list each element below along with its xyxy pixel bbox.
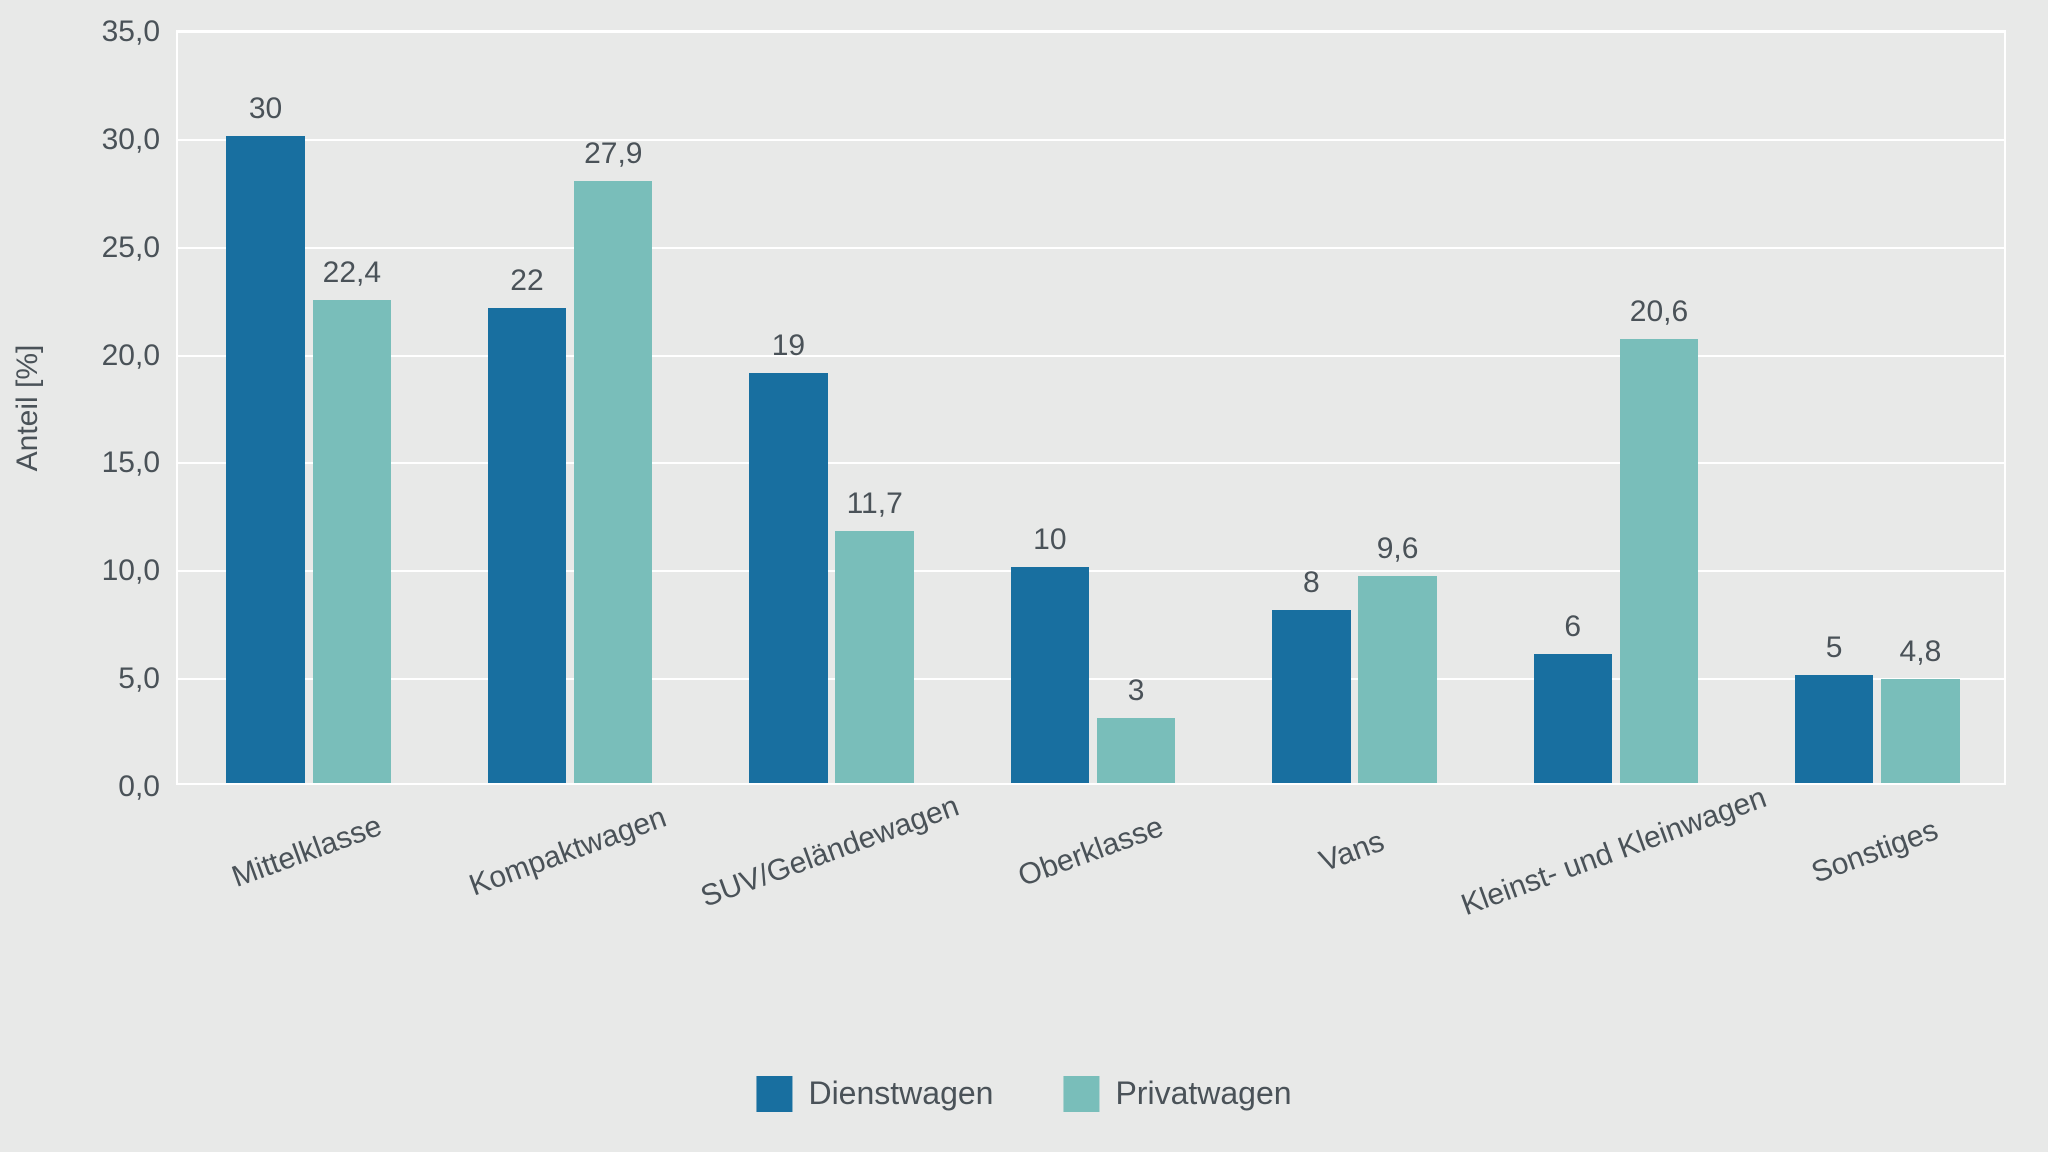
gridline (178, 570, 2004, 572)
bar-value-label: 22,4 (323, 256, 381, 290)
bar-value-label: 9,6 (1377, 532, 1419, 566)
gridline (178, 247, 2004, 249)
bar-value-label: 5 (1826, 631, 1843, 665)
bar: 19 (749, 373, 827, 783)
bar-value-label: 11,7 (847, 487, 903, 521)
bar: 6 (1534, 654, 1612, 783)
y-tick-label: 20,0 (102, 339, 160, 373)
legend-item: Dienstwagen (756, 1075, 993, 1112)
y-tick-label: 25,0 (102, 231, 160, 265)
bar: 22 (488, 308, 566, 783)
bar: 20,6 (1620, 339, 1698, 783)
legend: Dienstwagen Privatwagen (756, 1075, 1291, 1112)
bar: 8 (1272, 610, 1350, 783)
y-tick-label: 10,0 (102, 554, 160, 588)
legend-item: Privatwagen (1063, 1075, 1291, 1112)
y-tick-label: 15,0 (102, 446, 160, 480)
bar: 27,9 (574, 181, 652, 783)
y-tick-label: 30,0 (102, 123, 160, 157)
gridline (178, 31, 2004, 33)
bar: 10 (1011, 567, 1089, 783)
gridline (178, 355, 2004, 357)
chart-container: Anteil [%] 0,0 5,0 10,0 15,0 20,0 25,0 30,0 35,… (0, 0, 2048, 1152)
bar-value-label: 6 (1564, 610, 1581, 644)
x-tick-label: SUV/Geländewagen (696, 790, 963, 915)
bar-value-label: 30 (249, 92, 282, 126)
y-tick-label: 35,0 (102, 15, 160, 49)
gridline (178, 139, 2004, 141)
bar-value-label: 8 (1303, 566, 1320, 600)
y-tick-label: 5,0 (118, 662, 160, 696)
x-tick-label: Kleinst- und Kleinwagen (1457, 781, 1771, 923)
bar: 3 (1097, 718, 1175, 783)
x-tick-label: Kompaktwagen (465, 801, 671, 904)
bar-value-label: 4,8 (1900, 635, 1942, 669)
bar: 30 (226, 136, 304, 783)
bar: 22,4 (313, 300, 391, 783)
bar-value-label: 10 (1033, 523, 1066, 557)
legend-swatch (1063, 1076, 1099, 1112)
legend-label: Privatwagen (1115, 1075, 1291, 1112)
bar-value-label: 19 (772, 329, 805, 363)
y-axis-label: Anteil [%] (11, 344, 45, 471)
bar-value-label: 27,9 (584, 137, 642, 171)
bar: 9,6 (1358, 576, 1436, 783)
bar: 5 (1795, 675, 1873, 783)
x-tick-label: Oberklasse (1014, 810, 1168, 894)
bar: 11,7 (835, 531, 913, 783)
x-tick-label: Sonstiges (1808, 813, 1943, 890)
bar: 4,8 (1881, 679, 1959, 783)
bar-value-label: 22 (510, 264, 543, 298)
y-tick-label: 0,0 (118, 770, 160, 804)
x-tick-label: Vans (1316, 825, 1390, 880)
gridline (178, 462, 2004, 464)
bar-value-label: 3 (1128, 674, 1145, 708)
plot-area: 0,05,010,015,020,025,030,035,03022,42227… (176, 30, 2006, 785)
x-tick-label: Mittelklasse (227, 809, 386, 895)
legend-swatch (756, 1076, 792, 1112)
bar-value-label: 20,6 (1630, 295, 1688, 329)
gridline (178, 678, 2004, 680)
legend-label: Dienstwagen (808, 1075, 993, 1112)
